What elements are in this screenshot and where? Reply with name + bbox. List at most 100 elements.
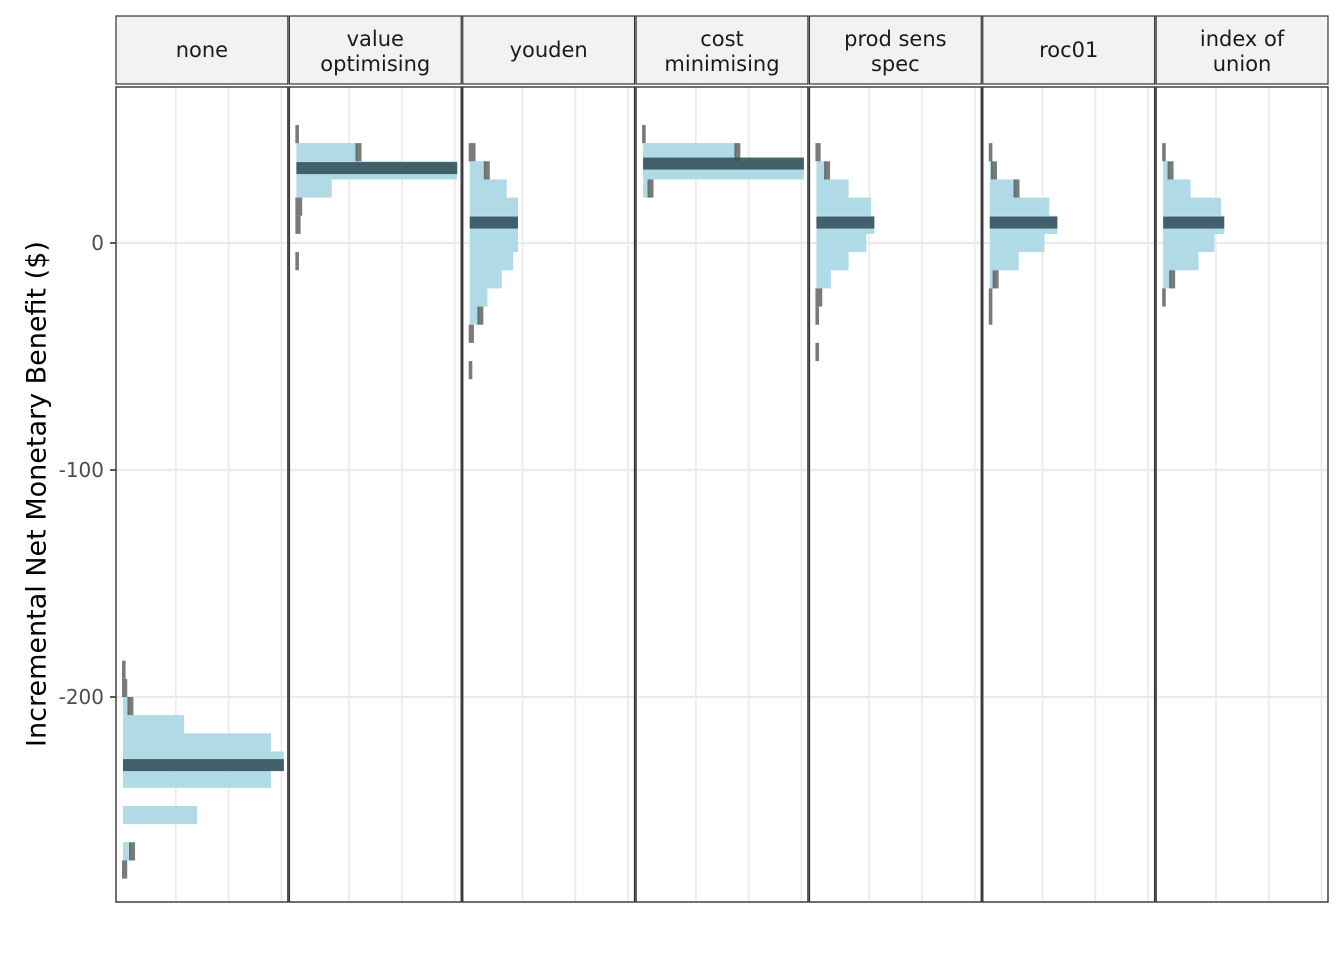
facet-label: none <box>176 38 228 62</box>
histogram-bar <box>816 161 827 180</box>
y-tick-label: 0 <box>91 231 104 255</box>
histogram-bar <box>469 252 514 271</box>
facet-strip <box>115 15 289 85</box>
overlay-bar <box>468 143 476 162</box>
panel-background <box>636 87 808 902</box>
histogram-bar <box>469 288 488 307</box>
histogram-bar <box>989 252 1019 271</box>
histogram-bar <box>816 270 831 289</box>
facet-strip <box>288 15 462 85</box>
facet-strip <box>808 15 982 85</box>
panel-border <box>115 86 289 903</box>
overlay-bar <box>295 124 299 144</box>
median-band <box>123 759 284 772</box>
histogram-bar <box>989 179 1016 198</box>
overlay-bar <box>991 161 998 180</box>
median-band <box>469 216 518 229</box>
overlay-bar <box>815 306 820 325</box>
facet-panel: value optimising <box>288 15 462 903</box>
panel-border <box>635 86 809 903</box>
overlay-bar <box>355 143 362 162</box>
overlay-bar <box>815 342 820 362</box>
histogram-bar <box>1163 252 1199 271</box>
overlay-bar <box>992 270 999 289</box>
facet-panel: index of union <box>1155 15 1329 903</box>
median-band <box>816 216 875 229</box>
facet-panel: cost minimising <box>635 15 809 903</box>
overlay-bar <box>1167 161 1174 180</box>
histogram-bar <box>123 842 132 861</box>
panel-background <box>289 87 462 902</box>
overlay-bar <box>129 842 136 861</box>
overlay-bar <box>642 124 646 144</box>
histogram-bar <box>989 233 1045 253</box>
overlay-bar <box>122 660 126 679</box>
histogram-bar <box>296 179 332 198</box>
histogram-bar <box>469 306 480 325</box>
facet-strip <box>635 15 809 85</box>
overlay-bar <box>988 143 993 162</box>
overlay-bar <box>468 361 473 380</box>
histogram-bar <box>816 252 849 271</box>
histogram-bar <box>123 733 271 752</box>
overlay-bar <box>1162 143 1166 162</box>
histogram-bar <box>816 233 867 253</box>
overlay-bar <box>824 161 831 180</box>
histogram-bar <box>816 197 872 216</box>
panel-border <box>288 86 462 903</box>
overlay-bar <box>815 143 821 162</box>
histogram-bar <box>296 143 358 162</box>
overlay-bar <box>122 860 128 879</box>
overlay-bar <box>988 288 993 307</box>
histogram-bar <box>816 179 849 198</box>
median-band <box>989 216 1058 229</box>
histogram-bar <box>123 805 197 825</box>
overlay-bar <box>295 197 303 216</box>
overlay-bar <box>295 215 301 234</box>
histogram-bar <box>469 233 518 253</box>
facet-panel: none <box>115 15 289 903</box>
histogram-bar <box>469 270 502 289</box>
histogram-bar <box>989 197 1050 216</box>
histogram-bar <box>469 197 518 216</box>
facet-label: index of union <box>1200 27 1285 76</box>
facet-label: cost minimising <box>664 27 779 76</box>
y-axis-title: Incremental Net Monetary Benefit ($) <box>22 241 53 747</box>
histogram-bar <box>123 715 185 734</box>
histogram-bar <box>123 697 130 716</box>
facet-strip <box>982 15 1156 85</box>
overlay-bar <box>295 252 299 271</box>
histogram-bar <box>469 161 486 180</box>
overlay-bar <box>122 678 128 697</box>
panel-border <box>1155 86 1329 903</box>
facet-label: youden <box>510 38 588 62</box>
overlay-bar <box>815 288 823 307</box>
histogram-bar <box>1163 161 1170 180</box>
panel-border <box>982 86 1156 903</box>
panel-border <box>808 86 982 903</box>
overlay-bar <box>1162 288 1166 307</box>
facet-label: value optimising <box>320 27 430 76</box>
histogram-bar <box>123 769 271 788</box>
facet-panel: youden <box>462 15 636 903</box>
overlay-bar <box>468 324 474 343</box>
histogram-bar <box>1163 270 1172 289</box>
histogram-bar <box>1163 197 1222 216</box>
facet-panel: prod sens spec <box>808 15 982 903</box>
y-axis: 0 -100 -200 <box>59 231 116 709</box>
y-tick-label: -200 <box>59 685 104 709</box>
overlay-bar <box>1169 270 1176 289</box>
median-band <box>643 157 804 170</box>
histogram-bar <box>1163 179 1191 198</box>
facet-strip <box>1155 15 1329 85</box>
histogram-bar <box>469 179 507 198</box>
overlay-bar <box>647 179 654 198</box>
facet-label: prod sens spec <box>844 27 946 76</box>
overlay-bar <box>734 143 741 162</box>
overlay-bar <box>127 697 134 716</box>
panel-border <box>462 86 636 903</box>
histogram-bar <box>989 270 995 289</box>
overlay-bar <box>1013 179 1020 198</box>
